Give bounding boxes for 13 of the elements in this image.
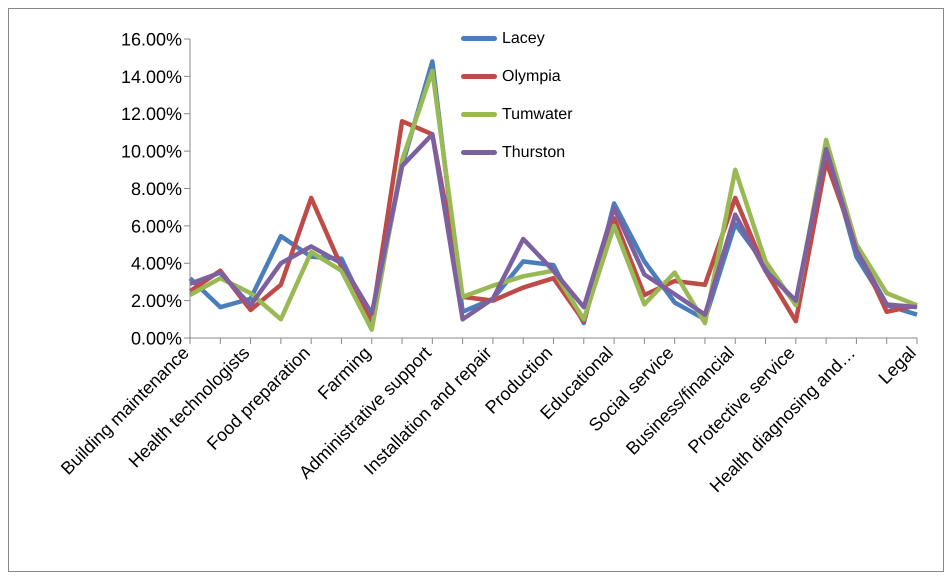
legend-label: Olympia bbox=[502, 67, 561, 86]
y-tick-label: 10.00% bbox=[120, 142, 182, 162]
y-tick-label: 2.00% bbox=[130, 291, 182, 312]
y-tick-label: 14.00% bbox=[120, 66, 182, 87]
y-tick-label: 6.00% bbox=[130, 216, 182, 236]
legend-label: Tumwater bbox=[502, 105, 573, 124]
y-tick-label: 16.00% bbox=[120, 29, 182, 50]
y-tick-label: 0.00% bbox=[130, 328, 182, 348]
y-tick-label: 4.00% bbox=[130, 254, 182, 274]
y-tick-label: 12.00% bbox=[120, 104, 182, 124]
legend-label: Lacey bbox=[502, 29, 545, 48]
legend-label: Thurston bbox=[502, 143, 566, 162]
y-tick-label: 8.00% bbox=[130, 178, 182, 199]
